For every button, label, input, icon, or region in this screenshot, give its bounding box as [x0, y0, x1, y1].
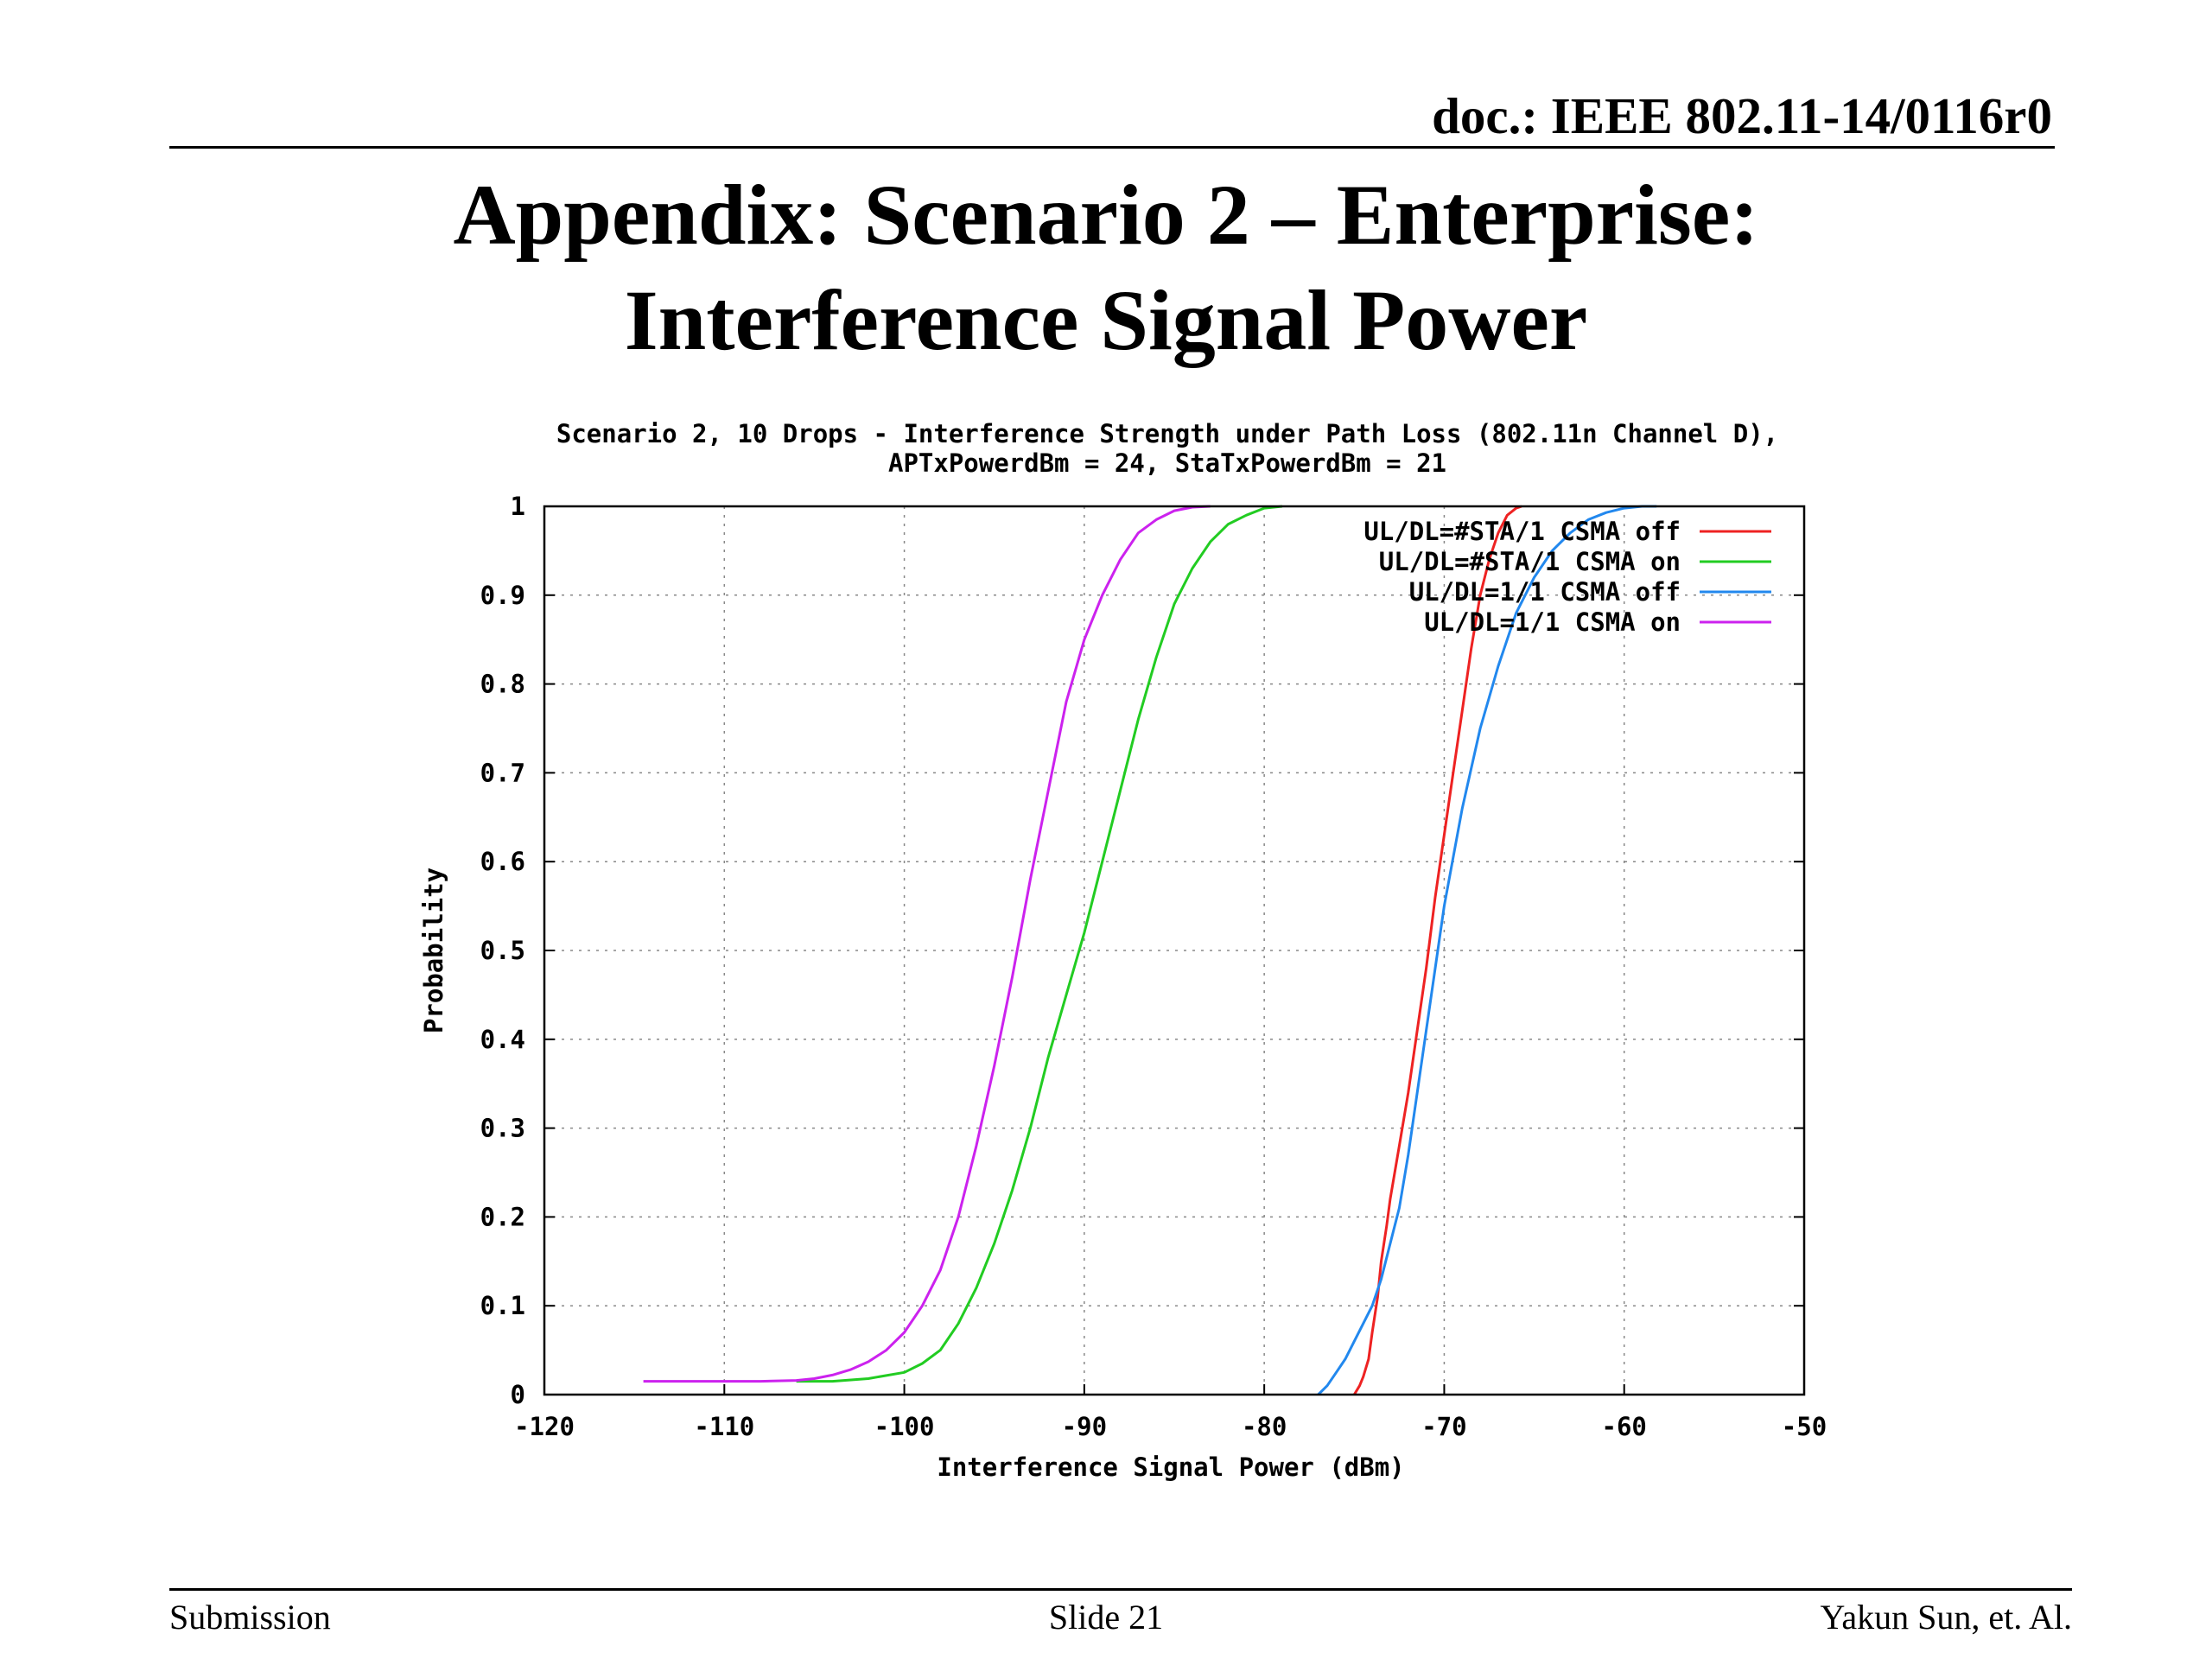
- x-tick-label: -110: [694, 1412, 754, 1441]
- series-line-1: [1353, 505, 1522, 1395]
- x-tick-label: -100: [874, 1412, 935, 1441]
- y-tick-label: 0.8: [480, 670, 525, 699]
- plot-frame: [543, 505, 1806, 1396]
- x-axis-label: Interference Signal Power (dBm): [937, 1452, 1404, 1482]
- chart-grid: [543, 505, 1805, 1395]
- y-axis-label: Probability: [419, 868, 448, 1033]
- y-tick-label: 0: [511, 1380, 525, 1409]
- footer-authors: Yakun Sun, et. Al.: [1820, 1598, 2072, 1637]
- footer-slide-number: Slide 21: [1048, 1598, 1164, 1637]
- header-rule: [169, 146, 2055, 149]
- legend-entry-label: UL/DL=1/1 CSMA on: [1424, 607, 1681, 637]
- x-tick-label: -90: [1062, 1412, 1107, 1441]
- chart-title-line1: Scenario 2, 10 Drops - Interference Stre…: [556, 419, 1778, 448]
- y-tick-label: 0.4: [480, 1025, 525, 1054]
- x-tick-label: -120: [514, 1412, 575, 1441]
- y-tick-labels: 0 0.1 0.2 0.3 0.4 0.5 0.6 0.7 0.8 0.9 1: [480, 492, 525, 1409]
- y-tick-label: 0.1: [480, 1291, 525, 1320]
- series-line-2: [796, 505, 1283, 1383]
- series-line-4: [643, 505, 1211, 1383]
- chart-series: [643, 505, 1657, 1396]
- x-tick-label: -50: [1782, 1412, 1827, 1441]
- slide-title-line2: Interference Signal Power: [624, 272, 1588, 368]
- y-tick-label: 0.6: [480, 847, 525, 876]
- document-id: doc.: IEEE 802.11-14/0116r0: [1432, 87, 2052, 144]
- slide-title: Appendix: Scenario 2 – Enterprise: Inter…: [0, 162, 2212, 373]
- series-line-3: [1317, 505, 1657, 1396]
- y-tick-label: 0.9: [480, 581, 525, 610]
- footer-rule: [169, 1588, 2072, 1591]
- slide-title-line1: Appendix: Scenario 2 – Enterprise:: [453, 167, 1759, 263]
- legend-entry-label: UL/DL=#STA/1 CSMA off: [1363, 517, 1681, 546]
- y-tick-label: 0.5: [480, 936, 525, 965]
- y-tick-label: 0.2: [480, 1202, 525, 1231]
- footer-submission: Submission: [169, 1598, 331, 1637]
- y-tick-label: 0.3: [480, 1114, 525, 1143]
- y-tick-label: 0.7: [480, 758, 525, 787]
- y-tick-label: 1: [511, 492, 525, 521]
- chart-title-line2: APTxPowerdBm = 24, StaTxPowerdBm = 21: [888, 448, 1446, 478]
- legend-entry-label: UL/DL=#STA/1 CSMA on: [1379, 547, 1681, 576]
- x-tick-label: -70: [1421, 1412, 1466, 1441]
- x-tick-label: -80: [1242, 1412, 1287, 1441]
- x-tick-label: -60: [1602, 1412, 1647, 1441]
- legend-entry-label: UL/DL=1/1 CSMA off: [1409, 577, 1681, 607]
- x-tick-labels: -120 -110 -100 -90 -80 -70 -60 -50: [514, 1412, 1827, 1441]
